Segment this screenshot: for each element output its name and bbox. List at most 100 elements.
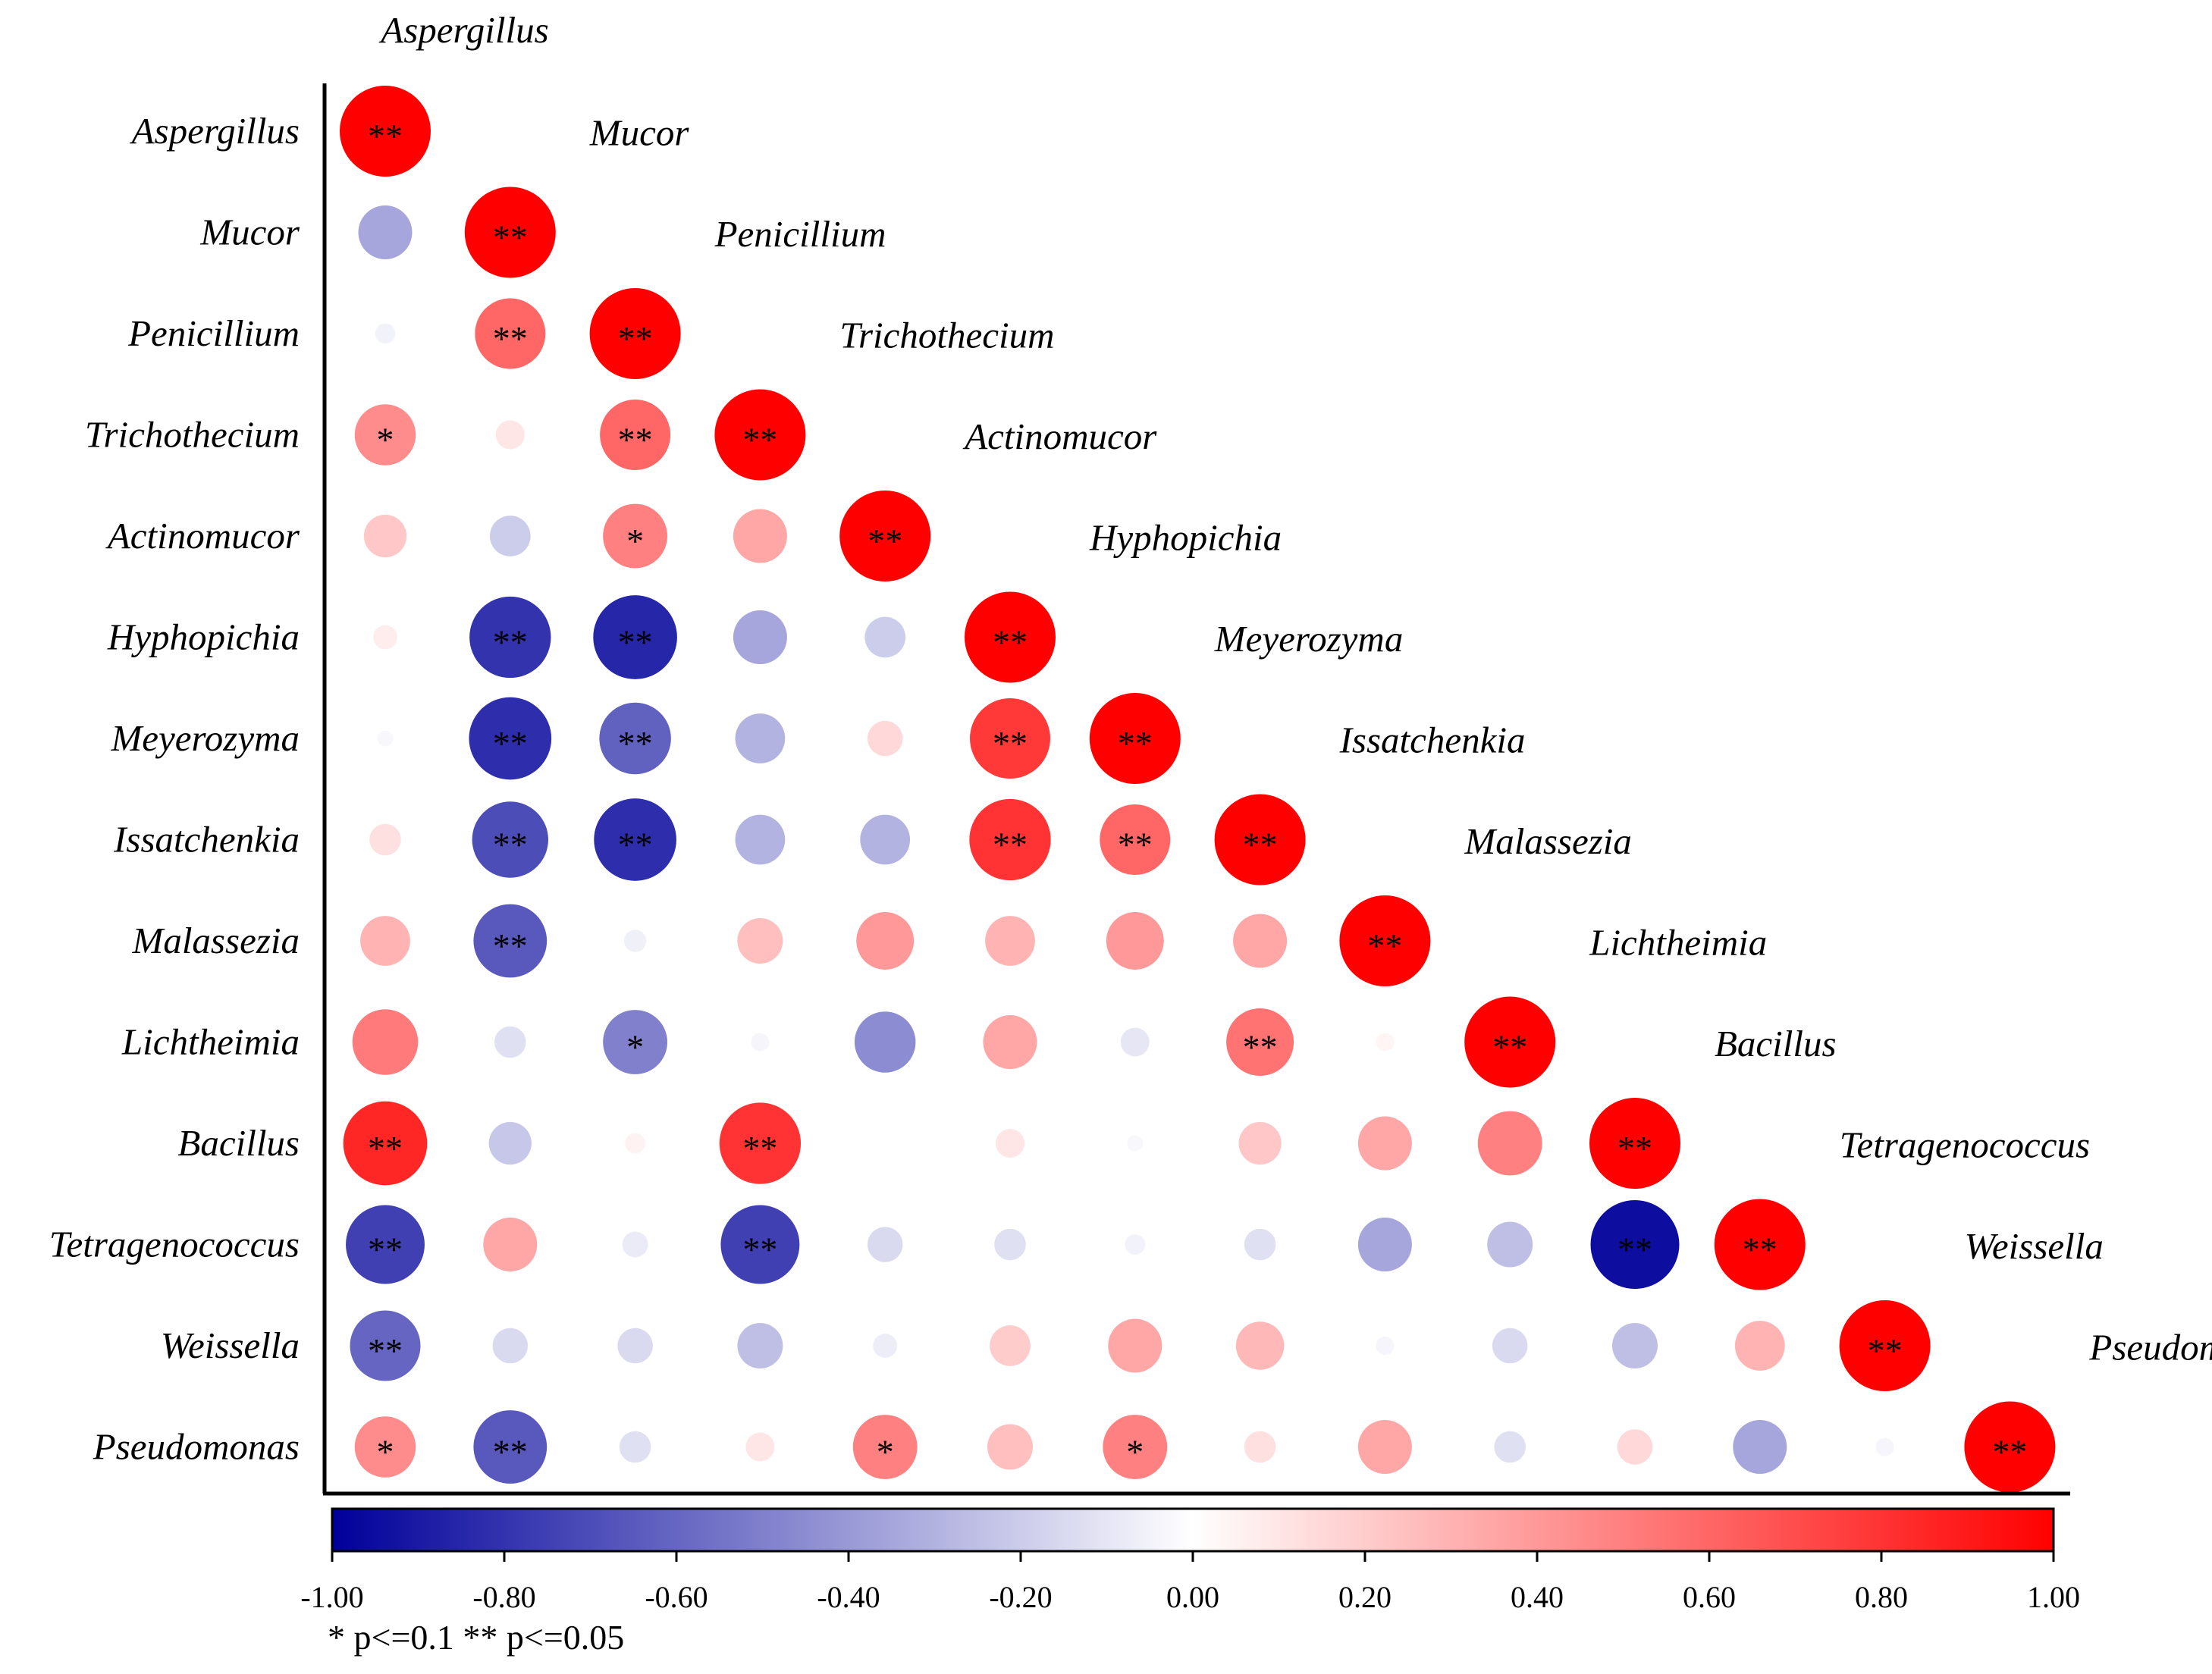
significance-mark: * [626, 522, 644, 560]
cell-malassezia-mucor [473, 904, 548, 978]
cell-penicillium-mucor [475, 298, 546, 369]
significance-mark: ** [1992, 1433, 2027, 1472]
cell-tetragenococcus-meyerozyma [1125, 1234, 1146, 1255]
cell-pseudomonas-issatchenkia [1244, 1431, 1276, 1463]
cell-pseudomonas-hyphopichia [987, 1424, 1033, 1470]
cell-weissella-issatchenkia [1235, 1321, 1285, 1370]
significance-note: * p<=0.1 ** p<=0.05 [328, 1618, 624, 1657]
cell-lichtheimia-aspergillus [352, 1009, 419, 1075]
significance-mark: ** [493, 1433, 528, 1472]
significance-mark: ** [1243, 826, 1278, 864]
row-label-tetragenococcus: Tetragenococcus [49, 1224, 300, 1265]
significance-mark: ** [742, 1230, 777, 1269]
row-label-hyphopichia: Hyphopichia [107, 616, 300, 658]
cell-weissella-aspergillus [350, 1310, 421, 1381]
cell-lichtheimia-actinomucor [854, 1011, 916, 1073]
cell-pseudomonas-pseudomonas [1964, 1401, 2056, 1493]
cell-actinomucor-actinomucor [839, 491, 931, 582]
row-label-mucor: Mucor [199, 212, 300, 253]
significance-mark: ** [618, 724, 653, 763]
row-label-weissella: Weissella [161, 1324, 300, 1366]
cell-tetragenococcus-penicillium [622, 1231, 648, 1258]
cell-trichothecium-penicillium [600, 400, 671, 470]
cell-weissella-malassezia [1376, 1337, 1395, 1355]
cell-malassezia-issatchenkia [1233, 914, 1288, 968]
significance-mark: * [626, 1028, 644, 1067]
cell-penicillium-aspergillus [375, 323, 396, 344]
cell-lichtheimia-lichtheimia [1464, 996, 1556, 1088]
row-label-actinomucor: Actinomucor [105, 515, 300, 556]
significance-mark: ** [993, 724, 1028, 763]
cell-lichtheimia-hyphopichia [983, 1015, 1037, 1069]
cell-bacillus-actinomucor [883, 1142, 886, 1145]
cell-malassezia-aspergillus [360, 916, 410, 966]
cell-pseudomonas-lichtheimia [1494, 1431, 1526, 1463]
colorbar-tick-label: 0.00 [1166, 1580, 1219, 1614]
cell-malassezia-meyerozyma [1106, 912, 1164, 970]
cell-malassezia-malassezia [1339, 895, 1431, 986]
cell-bacillus-issatchenkia [1238, 1121, 1282, 1165]
colorbar-tick-label: 0.40 [1511, 1580, 1564, 1614]
row-label-pseudomonas: Pseudomonas [93, 1426, 300, 1468]
significance-mark: ** [493, 826, 528, 864]
cell-meyerozyma-meyerozyma [1089, 693, 1181, 784]
cell-bacillus-meyerozyma [1127, 1135, 1144, 1152]
cell-bacillus-mucor [488, 1121, 532, 1165]
cell-weissella-tetragenococcus [1734, 1321, 1785, 1371]
row-label-bacillus: Bacillus [177, 1122, 300, 1164]
significance-mark: ** [493, 926, 528, 965]
significance-mark: ** [618, 826, 653, 864]
cell-pseudomonas-bacillus [1617, 1429, 1653, 1465]
diagonal-label-penicillium: Penicillium [714, 213, 886, 255]
significance-mark: ** [868, 522, 902, 560]
diagonal-label-bacillus: Bacillus [1715, 1023, 1837, 1064]
significance-mark: ** [618, 421, 653, 459]
cell-malassezia-hyphopichia [985, 916, 1035, 966]
row-label-trichothecium: Trichothecium [85, 414, 300, 456]
cell-issatchenkia-meyerozyma [1100, 804, 1171, 875]
cell-lichtheimia-issatchenkia [1226, 1008, 1294, 1076]
cell-weissella-penicillium [617, 1328, 653, 1364]
cell-tetragenococcus-bacillus [1590, 1200, 1680, 1289]
cell-bacillus-penicillium [625, 1133, 646, 1154]
diagonal-label-aspergillus: Aspergillus [378, 9, 548, 51]
cell-hyphopichia-mucor [469, 596, 551, 679]
colorbar-tick-label: -1.00 [300, 1580, 363, 1614]
row-label-issatchenkia: Issatchenkia [113, 819, 300, 861]
cell-bacillus-bacillus [1589, 1098, 1680, 1189]
cell-issatchenkia-penicillium [594, 798, 676, 881]
cell-meyerozyma-hyphopichia [970, 698, 1050, 779]
significance-mark: ** [618, 319, 653, 358]
colorbar-tick-label: -0.60 [645, 1580, 708, 1614]
cell-issatchenkia-issatchenkia [1214, 794, 1306, 886]
row-label-penicillium: Penicillium [127, 312, 300, 354]
cell-issatchenkia-aspergillus [369, 823, 401, 856]
diagonal-label-malassezia: Malassezia [1464, 820, 1631, 862]
cell-mucor-aspergillus [358, 205, 413, 259]
cell-meyerozyma-penicillium [599, 702, 671, 775]
diagonal-label-lichtheimia: Lichtheimia [1589, 922, 1767, 964]
cell-lichtheimia-malassezia [1376, 1033, 1395, 1052]
diagonal-label-trichothecium: Trichothecium [839, 315, 1054, 356]
cell-weissella-mucor [492, 1328, 529, 1364]
significance-mark: ** [1492, 1028, 1527, 1067]
colorbar-tick-label: -0.80 [472, 1580, 535, 1614]
colorbar-tick-label: 0.80 [1855, 1580, 1908, 1614]
cell-tetragenococcus-hyphopichia [994, 1228, 1026, 1261]
cell-pseudomonas-aspergillus [354, 1416, 416, 1478]
cell-malassezia-actinomucor [856, 912, 915, 970]
cell-trichothecium-mucor [495, 420, 525, 450]
cell-pseudomonas-weissella [1875, 1437, 1894, 1456]
significance-mark: ** [1118, 724, 1153, 763]
cell-weissella-bacillus [1612, 1323, 1658, 1368]
cell-issatchenkia-mucor [472, 801, 548, 878]
cell-tetragenococcus-lichtheimia [1487, 1221, 1533, 1268]
colorbar [331, 1507, 2055, 1553]
cell-bacillus-malassezia [1357, 1116, 1412, 1171]
row-label-aspergillus: Aspergillus [130, 110, 300, 152]
significance-mark: ** [368, 1331, 403, 1370]
row-label-lichtheimia: Lichtheimia [121, 1021, 300, 1063]
colorbar-tick-label: 0.60 [1683, 1580, 1736, 1614]
significance-mark: * [877, 1433, 894, 1472]
